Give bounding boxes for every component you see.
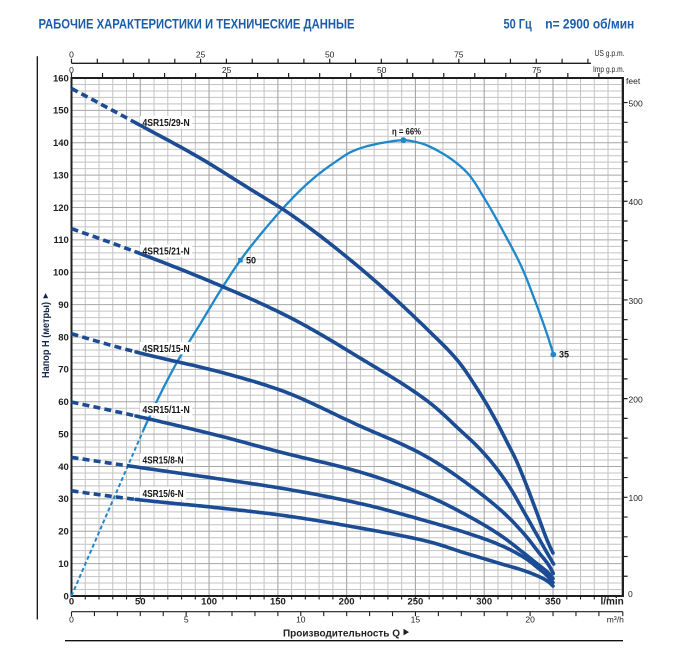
svg-text:0: 0 — [69, 597, 74, 608]
svg-text:0: 0 — [69, 615, 74, 625]
svg-text:50: 50 — [325, 50, 335, 60]
svg-text:5: 5 — [184, 615, 189, 625]
svg-text:4SR15/21-N: 4SR15/21-N — [143, 246, 190, 258]
svg-text:Напор H (метры): Напор H (метры) — [41, 302, 52, 378]
svg-text:120: 120 — [53, 203, 69, 214]
svg-text:25: 25 — [196, 50, 206, 60]
svg-text:50: 50 — [377, 65, 387, 75]
svg-text:200: 200 — [339, 597, 355, 608]
svg-text:4SR15/6-N: 4SR15/6-N — [143, 488, 184, 500]
svg-text:4SR15/11-N: 4SR15/11-N — [143, 404, 190, 416]
svg-text:300: 300 — [476, 597, 492, 608]
svg-text:10: 10 — [296, 615, 306, 625]
svg-text:0: 0 — [69, 50, 74, 60]
svg-text:250: 250 — [407, 597, 423, 608]
svg-text:30: 30 — [58, 494, 69, 505]
svg-text:110: 110 — [53, 235, 68, 246]
svg-text:75: 75 — [454, 50, 464, 60]
svg-text:80: 80 — [58, 332, 69, 343]
svg-text:300: 300 — [629, 296, 643, 306]
svg-text:РАБОЧИЕ ХАРАКТЕРИСТИКИ И ТЕХНИ: РАБОЧИЕ ХАРАКТЕРИСТИКИ И ТЕХНИЧЕСКИЕ ДАН… — [39, 15, 355, 31]
svg-text:4SR15/8-N: 4SR15/8-N — [143, 455, 184, 467]
svg-text:200: 200 — [629, 395, 643, 405]
svg-text:50 Гц: 50 Гц — [504, 15, 533, 31]
svg-text:10: 10 — [58, 559, 69, 570]
svg-text:60: 60 — [58, 397, 69, 408]
svg-text:4SR15/15-N: 4SR15/15-N — [143, 343, 190, 355]
svg-text:100: 100 — [629, 493, 643, 503]
svg-text:25: 25 — [222, 65, 232, 75]
svg-text:l/min: l/min — [600, 597, 623, 608]
svg-text:Imp g.p.m.: Imp g.p.m. — [593, 64, 625, 74]
svg-text:20: 20 — [58, 527, 69, 538]
svg-text:70: 70 — [58, 365, 69, 376]
svg-text:40: 40 — [58, 462, 69, 473]
svg-text:160: 160 — [53, 73, 69, 84]
svg-text:0: 0 — [69, 65, 74, 75]
svg-text:100: 100 — [53, 268, 69, 279]
svg-text:100: 100 — [201, 597, 217, 608]
svg-text:4SR15/29-N: 4SR15/29-N — [143, 117, 190, 129]
svg-text:35: 35 — [559, 350, 569, 360]
svg-text:140: 140 — [53, 138, 69, 149]
svg-text:350: 350 — [545, 597, 561, 608]
svg-text:150: 150 — [270, 597, 286, 608]
svg-text:m³/h: m³/h — [607, 614, 624, 624]
svg-text:50: 50 — [135, 597, 146, 608]
svg-text:US g.p.m.: US g.p.m. — [595, 48, 625, 58]
svg-text:η = 66%: η = 66% — [392, 127, 421, 137]
svg-text:50: 50 — [246, 255, 256, 265]
svg-text:500: 500 — [629, 99, 643, 109]
svg-text:90: 90 — [58, 300, 69, 311]
svg-text:150: 150 — [53, 106, 69, 117]
svg-text:50: 50 — [58, 429, 69, 440]
svg-text:0: 0 — [628, 589, 633, 599]
svg-text:400: 400 — [629, 197, 643, 207]
svg-text:20: 20 — [525, 615, 535, 625]
svg-text:15: 15 — [411, 615, 421, 625]
svg-text:n= 2900 об/мин: n= 2900 об/мин — [545, 15, 634, 31]
svg-text:75: 75 — [532, 65, 542, 75]
svg-text:0: 0 — [64, 591, 69, 602]
svg-text:Производительность Q: Производительность Q — [283, 627, 400, 639]
svg-text:feet: feet — [626, 76, 641, 86]
svg-text:130: 130 — [53, 170, 69, 181]
